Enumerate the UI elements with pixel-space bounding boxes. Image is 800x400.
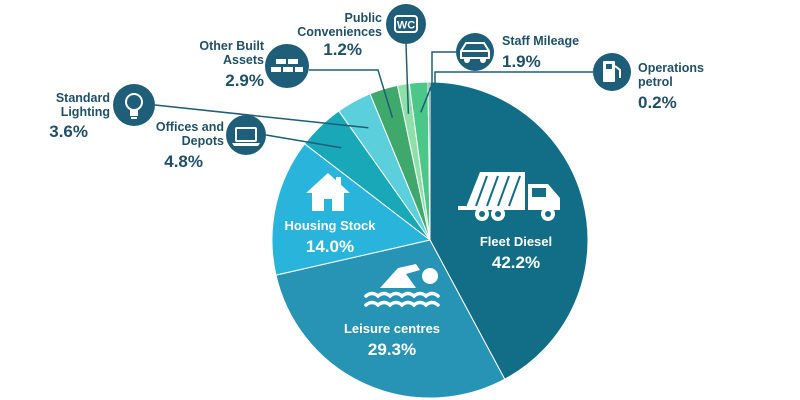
value-other-built-assets: 2.9% bbox=[225, 71, 264, 90]
label-fleet-diesel: Fleet Diesel bbox=[480, 234, 552, 249]
label-offices-and-depots-line-1: Offices and bbox=[156, 120, 224, 134]
value-standard-lighting: 3.6% bbox=[49, 122, 88, 141]
label-operations-petrol-line-1: Operations bbox=[638, 61, 704, 75]
label-staff-mileage: Staff Mileage bbox=[502, 34, 579, 48]
label-public-conveniences-line-1: Public bbox=[344, 11, 382, 25]
leader-staff-mileage bbox=[420, 51, 456, 113]
slice-leisure-centres bbox=[275, 239, 506, 399]
label-standard-lighting-line-2: Lighting bbox=[61, 105, 110, 119]
swimmer-icon bbox=[364, 264, 440, 308]
label-operations-petrol-line-2: petrol bbox=[638, 75, 673, 89]
label-offices-and-depots-line-2: Depots bbox=[182, 134, 224, 148]
label-standard-lighting-line-1: Standard bbox=[56, 91, 110, 105]
value-fleet-diesel: 42.2% bbox=[492, 253, 540, 272]
leader-public-conveniences bbox=[405, 43, 410, 114]
slice-fleet-diesel bbox=[429, 81, 589, 380]
label-other-built-assets-line-2: Assets bbox=[223, 53, 264, 67]
lightbulb-icon bbox=[113, 84, 155, 126]
leader-other-built-assets bbox=[309, 69, 394, 118]
value-operations-petrol: 0.2% bbox=[638, 93, 677, 112]
refuse-truck-icon bbox=[458, 172, 560, 221]
value-housing-stock: 14.0% bbox=[306, 237, 354, 256]
label-leisure-centres: Leisure centres bbox=[344, 321, 440, 336]
wc-icon: WC bbox=[386, 4, 426, 44]
inside-labels: Fleet Diesel 42.2% Leisure centres 29.3% Hou… bbox=[284, 172, 560, 359]
slice-housing-stock bbox=[271, 143, 432, 276]
label-housing-stock: Housing Stock bbox=[284, 218, 376, 233]
leader-operations-petrol bbox=[434, 71, 593, 84]
value-leisure-centres: 29.3% bbox=[368, 340, 416, 359]
slice-operations-petrol bbox=[427, 81, 431, 241]
label-public-conveniences-line-2: Conveniences bbox=[297, 25, 382, 39]
leader-standard-lighting bbox=[154, 104, 369, 129]
car-icon bbox=[456, 33, 494, 71]
pie-slices bbox=[271, 81, 589, 399]
wc-icon-text: WC bbox=[397, 20, 415, 32]
house-icon bbox=[306, 173, 350, 211]
value-offices-and-depots: 4.8% bbox=[164, 152, 203, 171]
value-public-conveniences: 1.2% bbox=[323, 40, 362, 59]
label-other-built-assets-line-1: Other Built bbox=[199, 39, 264, 53]
fuel-pump-icon bbox=[593, 53, 631, 91]
bricks-icon bbox=[265, 44, 309, 88]
leader-offices-and-depots bbox=[265, 134, 342, 149]
leader-lines bbox=[154, 43, 593, 149]
value-staff-mileage: 1.9% bbox=[502, 52, 541, 71]
laptop-icon bbox=[226, 115, 266, 155]
